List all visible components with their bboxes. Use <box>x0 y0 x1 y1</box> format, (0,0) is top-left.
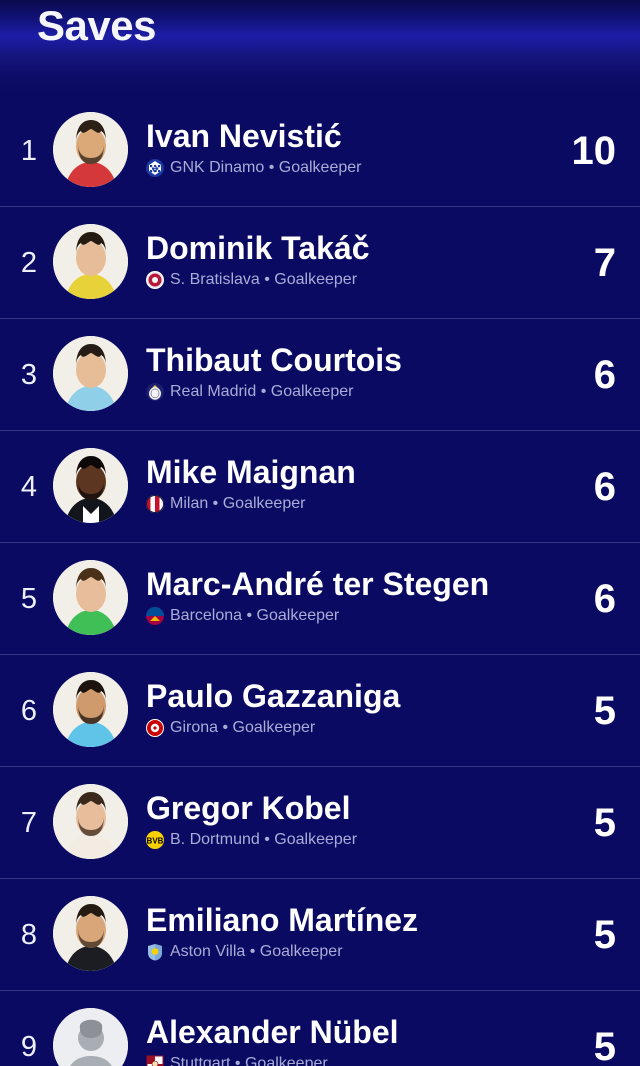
svg-text:BVB: BVB <box>147 836 164 845</box>
svg-text:d: d <box>153 167 157 174</box>
